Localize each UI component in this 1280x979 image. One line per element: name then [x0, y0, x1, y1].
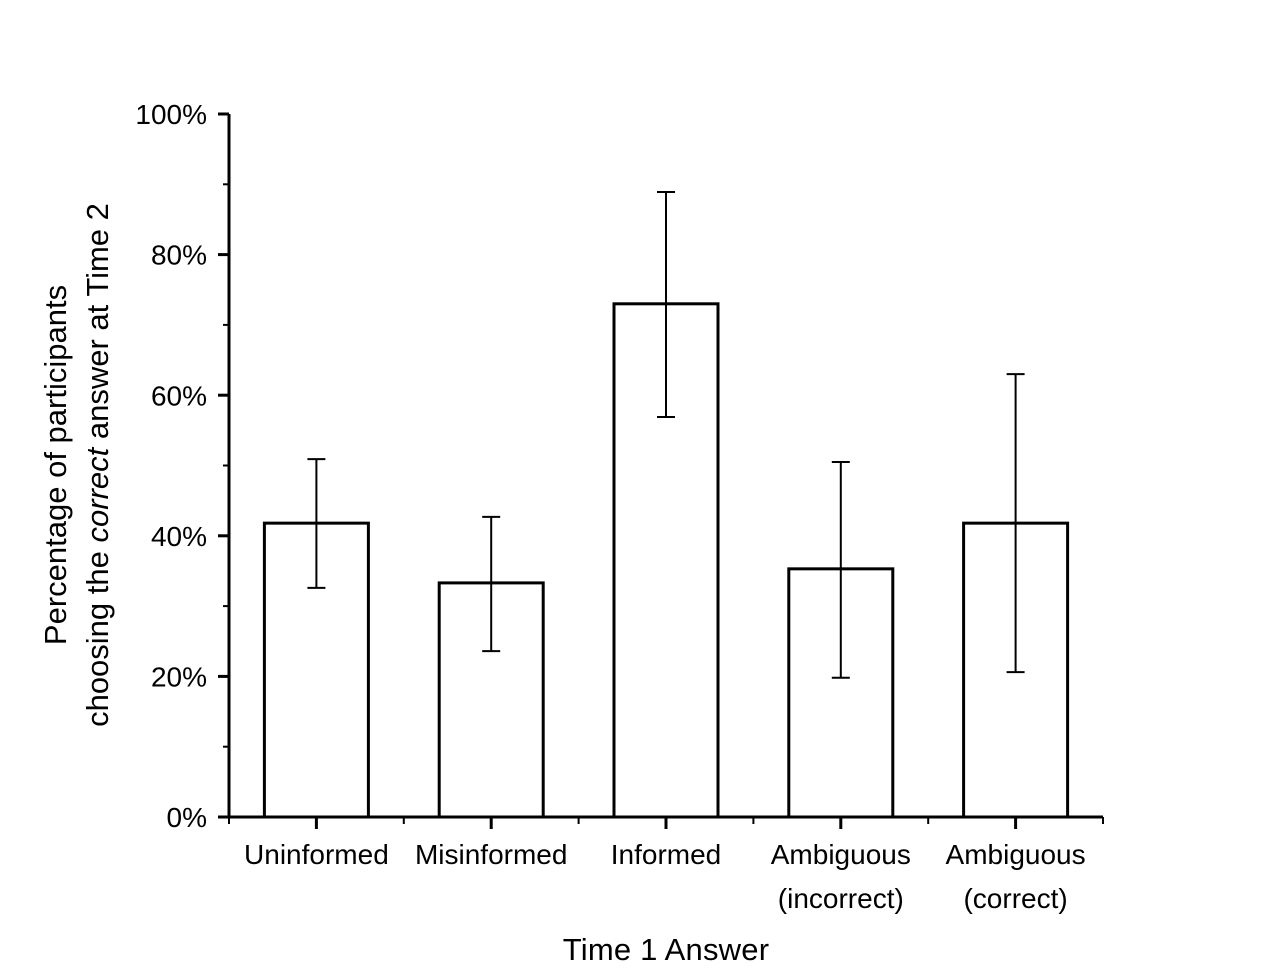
- y-axis-title-line2: choosing the correct answer at Time 2: [77, 65, 119, 865]
- category-label-misinformed: Misinformed: [415, 839, 567, 870]
- y-axis-title: Percentage of participants choosing the …: [35, 65, 121, 865]
- x-axis-title: Time 1 Answer: [562, 932, 770, 967]
- y-tick-label-0: 0%: [167, 802, 207, 833]
- y-tick-label-40: 40%: [151, 521, 207, 552]
- bar-ambiguous-incorrect: [787, 567, 895, 819]
- y-axis-title-line2-italic: correct: [80, 447, 115, 543]
- y-axis-title-line2-prefix: choosing the: [80, 542, 115, 727]
- y-tick-label-100: 100%: [135, 99, 207, 130]
- category-label-informed: Informed: [611, 839, 722, 870]
- category-label-ambiguous-incorrect-line2: (incorrect): [778, 883, 904, 914]
- y-tick-label-60: 60%: [151, 380, 207, 411]
- category-label-ambiguous-incorrect-line1: Ambiguous: [771, 839, 911, 870]
- y-tick-label-80: 80%: [151, 240, 207, 271]
- category-label-ambiguous-correct-line1: Ambiguous: [946, 839, 1086, 870]
- y-tick-label-20: 20%: [151, 661, 207, 692]
- y-axis-title-line1: Percentage of participants: [38, 284, 73, 646]
- category-label-uninformed: Uninformed: [244, 839, 389, 870]
- category-label-ambiguous-correct-line2: (correct): [963, 883, 1067, 914]
- y-axis-title-line2-suffix: answer at Time 2: [80, 203, 115, 448]
